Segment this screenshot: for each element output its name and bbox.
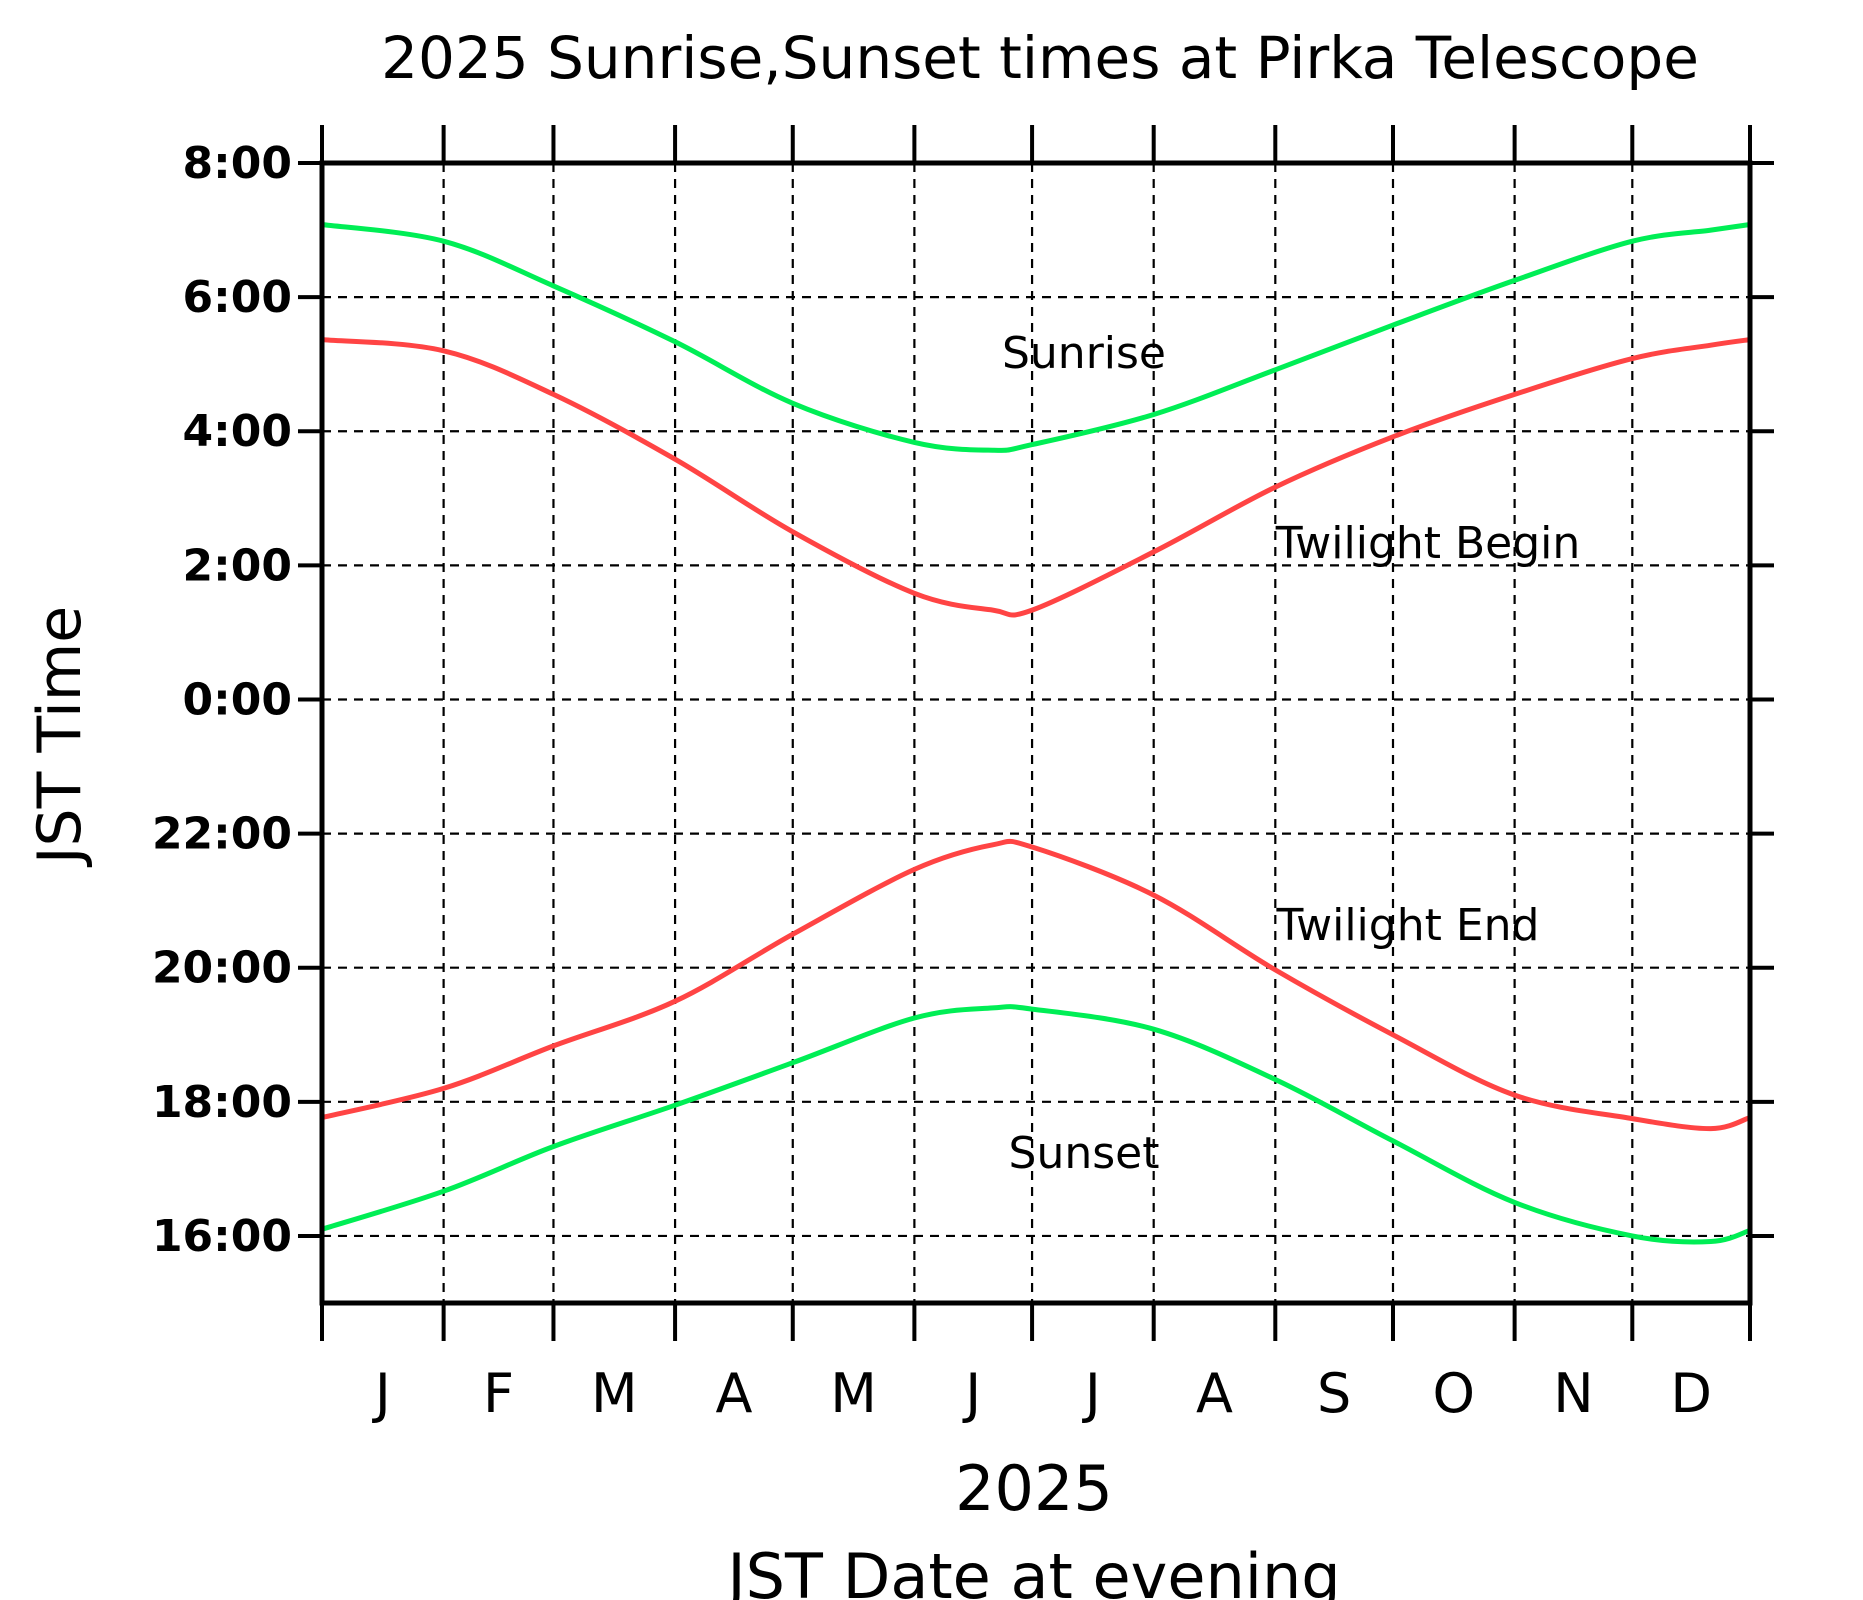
series-line-twilight-begin [321,337,1751,618]
series-lines [321,222,1751,1245]
x-tick-label: F [483,1362,514,1425]
x-tick-label: N [1553,1362,1593,1425]
grid-lines [322,163,1750,1303]
x-axis-label: JST Date at evening [723,1540,1340,1600]
y-tick-label: 22:00 [152,809,292,860]
axis-ticks [298,125,1774,1341]
x-axis-year-label: 2025 [955,1452,1113,1525]
annotation-twilight-end: Twilight End [1276,900,1540,951]
x-tick-label: D [1670,1362,1712,1425]
plot-frame [319,160,1753,1306]
y-tick-labels: 8:00 6:00 4:00 2:00 0:00 22:00 20:00 18:00 16:00 [152,138,292,1262]
y-tick-label: 18:00 [152,1077,292,1128]
series-line-sunset [321,1004,1751,1245]
x-tick-label: J [962,1362,981,1425]
x-tick-label: M [830,1362,877,1425]
y-tick-label: 20:00 [152,943,292,994]
y-tick-label: 6:00 [183,272,292,323]
x-tick-label: O [1433,1362,1476,1425]
series-line-sunrise [321,222,1751,453]
y-tick-label: 2:00 [183,540,292,591]
chart-title: 2025 Sunrise,Sunset times at Pirka Teles… [381,24,1699,92]
annotation-sunrise: Sunrise [1002,328,1166,379]
annotation-sunset: Sunset [1009,1128,1160,1179]
x-tick-label: A [715,1362,752,1425]
x-tick-label: J [372,1362,391,1425]
y-tick-label: 4:00 [183,406,292,457]
x-tick-label: J [1082,1362,1101,1425]
x-tick-label: S [1317,1362,1351,1425]
annotation-twilight-begin: Twilight Begin [1275,518,1581,569]
series-line-twilight-end [321,838,1751,1132]
y-axis-label: JST Time [25,606,95,868]
y-tick-label: 8:00 [183,138,292,189]
y-tick-label: 16:00 [152,1211,292,1262]
x-tick-label: A [1196,1362,1233,1425]
y-tick-label: 0:00 [183,674,292,725]
x-tick-label: M [591,1362,638,1425]
